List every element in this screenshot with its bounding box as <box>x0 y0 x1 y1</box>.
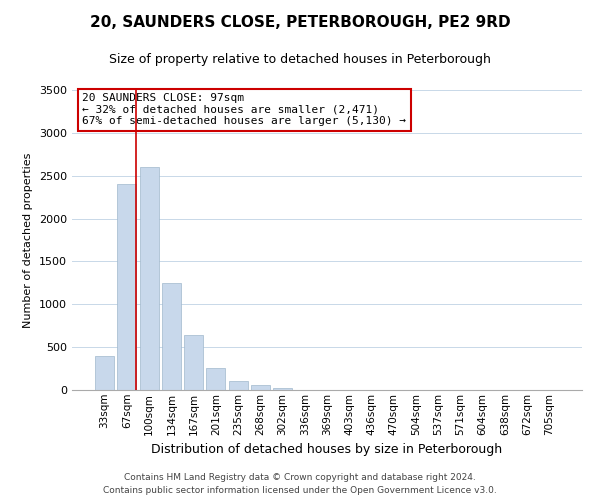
Bar <box>229 380 248 390</box>
Bar <box>95 356 114 390</box>
Y-axis label: Number of detached properties: Number of detached properties <box>23 152 34 328</box>
Text: Contains public sector information licensed under the Open Government Licence v3: Contains public sector information licen… <box>103 486 497 495</box>
Text: 20, SAUNDERS CLOSE, PETERBOROUGH, PE2 9RD: 20, SAUNDERS CLOSE, PETERBOROUGH, PE2 9R… <box>89 15 511 30</box>
Bar <box>162 283 181 390</box>
Text: Contains HM Land Registry data © Crown copyright and database right 2024.: Contains HM Land Registry data © Crown c… <box>124 474 476 482</box>
Bar <box>273 388 292 390</box>
Bar <box>184 335 203 390</box>
Bar <box>206 368 225 390</box>
Text: 20 SAUNDERS CLOSE: 97sqm
← 32% of detached houses are smaller (2,471)
67% of sem: 20 SAUNDERS CLOSE: 97sqm ← 32% of detach… <box>82 93 406 126</box>
Bar <box>118 184 136 390</box>
Text: Size of property relative to detached houses in Peterborough: Size of property relative to detached ho… <box>109 52 491 66</box>
Bar <box>251 386 270 390</box>
X-axis label: Distribution of detached houses by size in Peterborough: Distribution of detached houses by size … <box>151 443 503 456</box>
Bar <box>140 167 158 390</box>
